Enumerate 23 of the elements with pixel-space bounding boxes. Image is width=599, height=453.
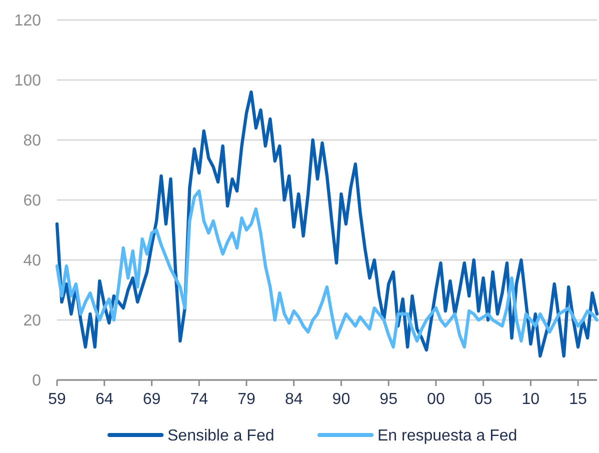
line-series: [55, 189, 599, 349]
x-tick-label: 90: [332, 391, 350, 408]
y-tick-label: 60: [23, 192, 42, 210]
x-tick-label: 10: [522, 391, 540, 408]
x-tick-label: 15: [569, 391, 588, 408]
y-tick-label: 0: [32, 372, 42, 390]
x-tick-label: 00: [427, 391, 445, 408]
x-tick-label: 05: [474, 391, 492, 408]
y-tick-label: 100: [14, 72, 42, 90]
x-tick-label: 74: [190, 391, 208, 408]
y-tick-label: 40: [23, 252, 42, 270]
x-tick-label: 79: [238, 391, 256, 408]
x-tick-label: 84: [284, 391, 303, 408]
x-tick-label: 95: [380, 391, 398, 408]
x-tick-label: 69: [142, 391, 161, 408]
line-series: [55, 90, 599, 358]
y-tick-label: 20: [23, 312, 42, 330]
x-tick-label: 64: [95, 391, 114, 408]
y-tick-label: 80: [23, 132, 42, 150]
x-tick-label: 59: [48, 391, 66, 408]
y-tick-label: 120: [14, 12, 42, 30]
legend-label: En respuesta a Fed: [378, 428, 518, 445]
legend-label: Sensible a Fed: [168, 428, 274, 445]
